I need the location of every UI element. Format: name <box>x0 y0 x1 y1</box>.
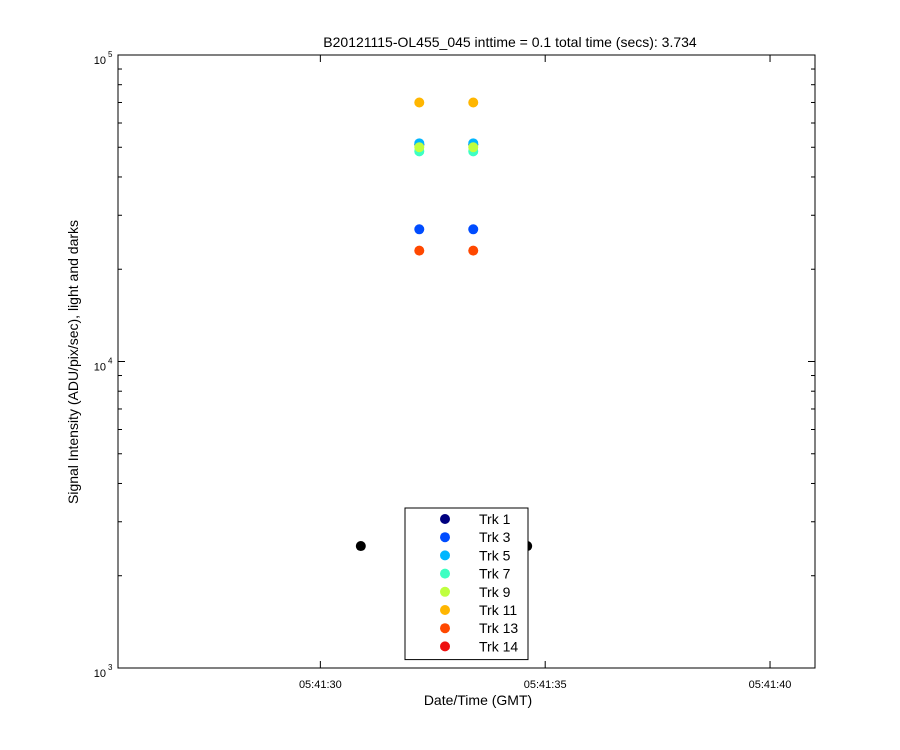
y-tick-exponent: 3 <box>108 663 113 672</box>
legend-marker <box>440 532 450 543</box>
data-point <box>355 541 366 552</box>
data-point <box>468 245 479 256</box>
x-tick-label: 05:41:30 <box>299 679 342 691</box>
data-point <box>468 224 479 235</box>
legend-entry-label: Trk 13 <box>479 620 518 636</box>
x-axis-label: Date/Time (GMT) <box>424 692 532 708</box>
legend-entry-label: Trk 11 <box>479 602 517 618</box>
data-point <box>414 142 425 153</box>
y-axis-label: Signal Intensity (ADU/pix/sec), light an… <box>65 220 81 504</box>
legend-marker <box>440 514 450 524</box>
x-tick-label: 05:41:40 <box>749 679 792 691</box>
legend-box <box>404 507 529 661</box>
legend-marker <box>440 568 450 579</box>
y-tick-label: 105 <box>94 50 113 67</box>
legend-entry-label: Trk 1 <box>479 511 511 527</box>
data-point <box>468 97 479 108</box>
y-tick-base: 10 <box>94 55 106 67</box>
legend-marker <box>440 586 450 597</box>
x-tick-label: 05:41:35 <box>524 679 567 691</box>
y-tick-label: 104 <box>94 357 113 374</box>
data-point <box>414 224 425 235</box>
chart-title: B20121115-OL455_045 inttime = 0.1 total … <box>323 34 697 50</box>
legend-entry-label: Trk 7 <box>479 566 511 582</box>
y-tick-exponent: 5 <box>108 50 113 59</box>
legend-entry-label: Trk 14 <box>479 638 518 654</box>
y-tick-base: 10 <box>94 668 106 680</box>
data-point <box>414 97 425 108</box>
data-point <box>414 245 425 256</box>
y-tick-label: 103 <box>94 663 113 680</box>
legend: Trk 1 Trk 3 Trk 5 Trk 7 Trk 9 Trk 11 Trk 13 Trk… <box>404 507 529 661</box>
y-tick-base: 10 <box>94 362 106 374</box>
plot-marks <box>355 97 533 552</box>
data-point <box>468 142 479 153</box>
legend-marker <box>440 605 450 615</box>
legend-marker <box>440 550 450 561</box>
y-tick-exponent: 4 <box>108 357 113 366</box>
legend-marker <box>440 641 450 652</box>
legend-entry-label: Trk 3 <box>479 529 511 545</box>
legend-marker <box>440 623 450 634</box>
legend-entry-label: Trk 5 <box>479 547 511 563</box>
legend-entry-label: Trk 9 <box>479 584 511 600</box>
